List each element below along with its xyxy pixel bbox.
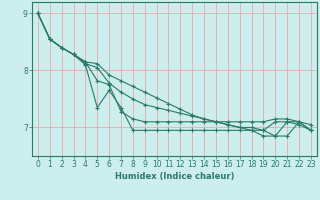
X-axis label: Humidex (Indice chaleur): Humidex (Indice chaleur)	[115, 172, 234, 181]
